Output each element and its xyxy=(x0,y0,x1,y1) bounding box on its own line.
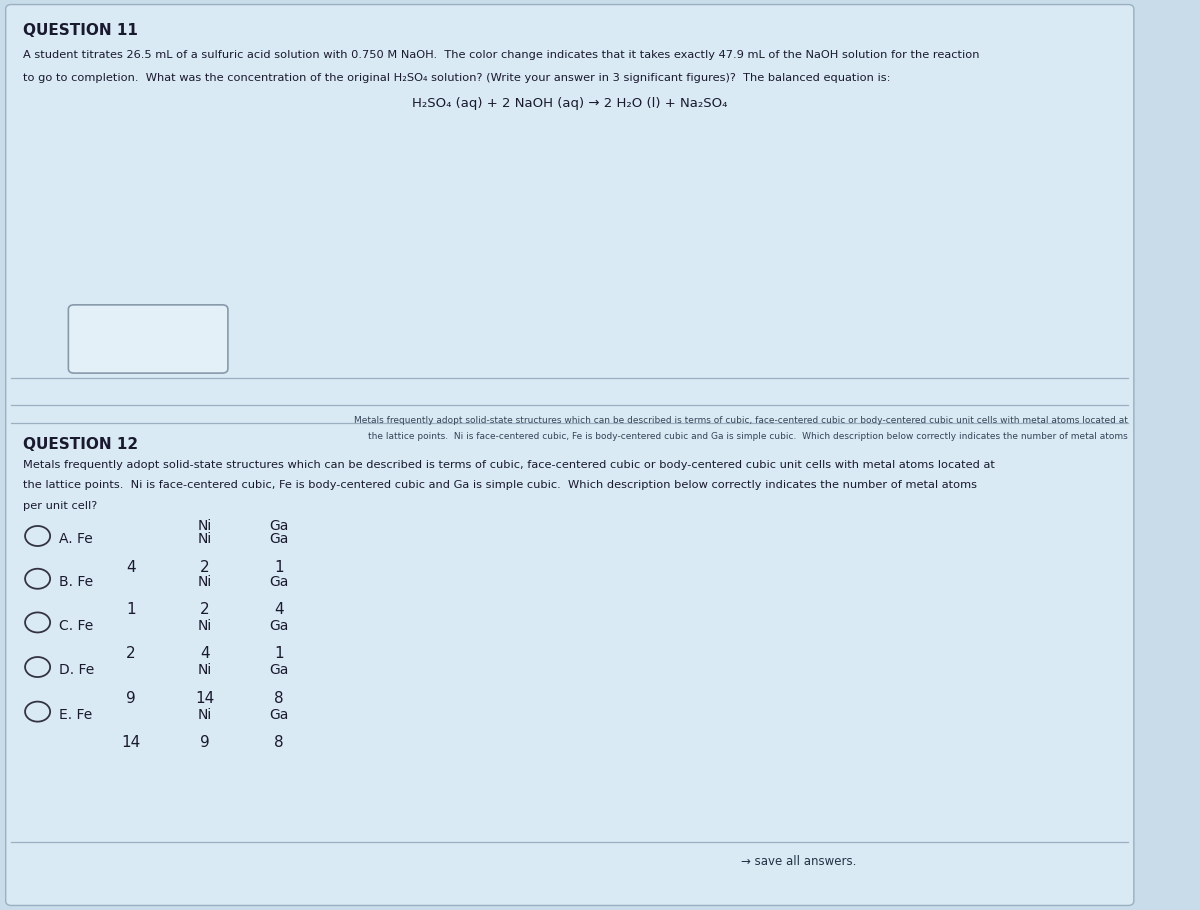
Text: 4: 4 xyxy=(126,560,136,574)
Text: 14: 14 xyxy=(121,735,140,750)
Text: Metals frequently adopt solid-state structures which can be described is terms o: Metals frequently adopt solid-state stru… xyxy=(354,416,1128,425)
Text: → save all answers.: → save all answers. xyxy=(740,855,856,868)
Text: 9: 9 xyxy=(200,735,210,750)
Text: D. Fe: D. Fe xyxy=(59,663,95,677)
Text: to go to completion.  What was the concentration of the original H₂SO₄ solution?: to go to completion. What was the concen… xyxy=(23,73,890,83)
Text: Ni: Ni xyxy=(198,708,212,722)
Text: Ni: Ni xyxy=(198,532,212,546)
Text: Ga: Ga xyxy=(270,619,289,632)
Text: the lattice points.  Ni is face-centered cubic, Fe is body-centered cubic and Ga: the lattice points. Ni is face-centered … xyxy=(368,432,1128,441)
Text: Ga: Ga xyxy=(270,519,289,532)
Text: Ni: Ni xyxy=(198,519,212,532)
Text: Ga: Ga xyxy=(270,575,289,589)
Text: Ni: Ni xyxy=(198,619,212,632)
FancyBboxPatch shape xyxy=(68,305,228,373)
Text: Ga: Ga xyxy=(270,532,289,546)
Text: 8: 8 xyxy=(275,691,284,705)
Text: Ni: Ni xyxy=(198,663,212,677)
Text: 1: 1 xyxy=(275,560,284,574)
Text: Metals frequently adopt solid-state structures which can be described is terms o: Metals frequently adopt solid-state stru… xyxy=(23,460,995,470)
Text: the lattice points.  Ni is face-centered cubic, Fe is body-centered cubic and Ga: the lattice points. Ni is face-centered … xyxy=(23,480,977,490)
Text: 4: 4 xyxy=(200,646,210,661)
Text: 8: 8 xyxy=(275,735,284,750)
Text: Ni: Ni xyxy=(198,575,212,589)
Text: E. Fe: E. Fe xyxy=(59,708,92,722)
Text: A student titrates 26.5 mL of a sulfuric acid solution with 0.750 M NaOH.  The c: A student titrates 26.5 mL of a sulfuric… xyxy=(23,50,979,60)
Text: Ga: Ga xyxy=(270,663,289,677)
Text: 9: 9 xyxy=(126,691,136,705)
FancyBboxPatch shape xyxy=(6,5,1134,905)
Text: 2: 2 xyxy=(200,602,210,617)
Text: 2: 2 xyxy=(126,646,136,661)
Text: A. Fe: A. Fe xyxy=(59,532,94,546)
Text: Ga: Ga xyxy=(270,708,289,722)
Text: H₂SO₄ (aq) + 2 NaOH (aq) → 2 H₂O (l) + Na₂SO₄: H₂SO₄ (aq) + 2 NaOH (aq) → 2 H₂O (l) + N… xyxy=(412,97,727,110)
Text: QUESTION 11: QUESTION 11 xyxy=(23,23,138,37)
Text: 2: 2 xyxy=(200,560,210,574)
Text: 4: 4 xyxy=(275,602,284,617)
Text: B. Fe: B. Fe xyxy=(59,575,94,589)
Text: 1: 1 xyxy=(126,602,136,617)
Text: per unit cell?: per unit cell? xyxy=(23,501,97,511)
Text: 14: 14 xyxy=(196,691,215,705)
Text: C. Fe: C. Fe xyxy=(59,619,94,632)
Text: 1: 1 xyxy=(275,646,284,661)
Text: QUESTION 12: QUESTION 12 xyxy=(23,437,138,451)
